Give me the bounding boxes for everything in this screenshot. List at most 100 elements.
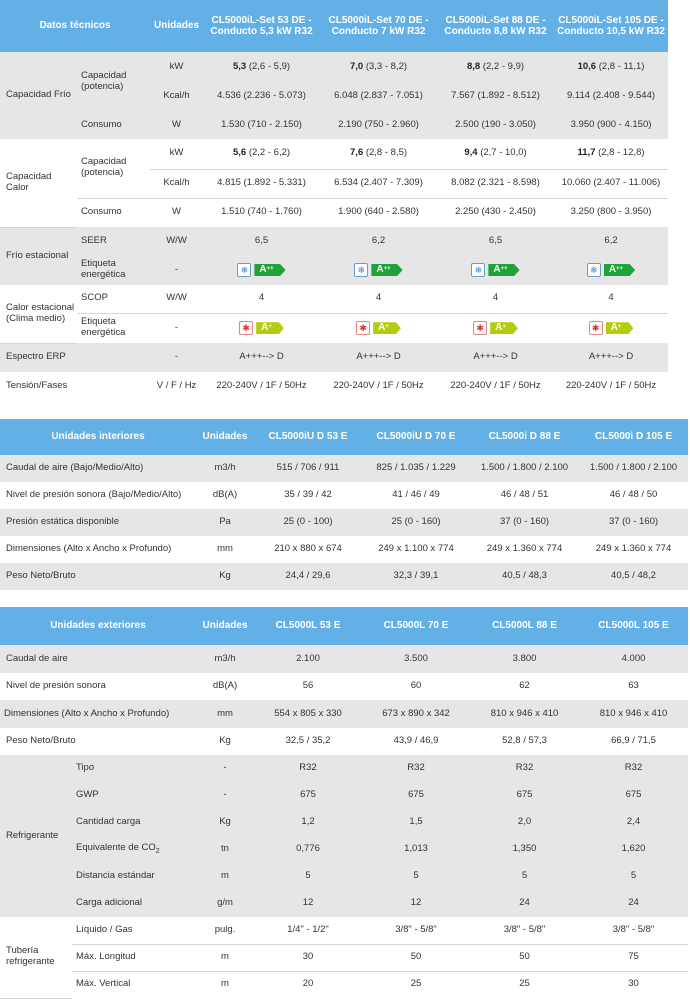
energy-label-cell: ❄ A++ <box>320 255 438 285</box>
table-row: Máx. Longitud m 30 50 50 75 <box>0 944 689 972</box>
value-cell: 2.100 <box>254 645 363 673</box>
value-cell: 1,013 <box>362 836 471 863</box>
value-cell: 515 / 706 / 911 <box>254 455 362 482</box>
value-cell: 810 x 946 x 410 <box>470 700 580 728</box>
snowflake-fan-icon: ❄ <box>586 263 601 277</box>
unit-cell: tn <box>196 836 255 863</box>
value-cell: 7,0 (3,3 - 8,2) <box>320 52 438 82</box>
table-row: Consumo W 1.530 (710 - 2.150) 2.190 (750… <box>0 111 669 139</box>
value-cell: 12 <box>254 890 363 917</box>
table-row: Equivalente de CO2 tn 0,776 1,013 1,350 … <box>0 836 689 863</box>
group-label: Tubería refrigerante <box>0 917 72 999</box>
value-cell: 2,4 <box>579 809 689 836</box>
value-cell: 5,6 (2,2 - 6,2) <box>203 139 321 170</box>
unit-cell: - <box>150 255 204 285</box>
value-cell: 675 <box>470 782 580 809</box>
group-label: Capacidad Frío <box>0 52 77 139</box>
value-cell: 4 <box>437 285 555 314</box>
header-cell: CL5000iL-Set 53 DE - Conducto 5,3 kW R32 <box>203 0 321 52</box>
row-label: Caudal de aire <box>0 645 197 673</box>
value-cell: 220-240V / 1F / 50Hz <box>320 372 438 401</box>
table-row: Caudal de aire (Bajo/Medio/Alto) m3/h 51… <box>0 455 688 482</box>
value-cell: 56 <box>254 673 363 700</box>
row-label: Peso Neto/Bruto <box>0 728 197 755</box>
value-cell: 30 <box>579 971 689 998</box>
row-label: Etiqueta energética <box>77 255 151 285</box>
value-cell: R32 <box>470 755 580 782</box>
value-cell: 0,776 <box>254 836 363 863</box>
value-cell: 6.534 (2.407 - 7.309) <box>320 169 438 199</box>
unit-cell: g/m <box>196 890 255 917</box>
value-cell: 1.530 (710 - 2.150) <box>203 111 321 139</box>
energy-label-cell: ✱ A+ <box>437 313 555 343</box>
value-cell: 60 <box>362 673 471 700</box>
value-cell: 4 <box>554 285 669 314</box>
outdoor-units-table: Unidades exteriores Unidades CL5000L 53 … <box>0 607 689 999</box>
unit-cell: - <box>196 755 255 782</box>
value-cell: 675 <box>579 782 689 809</box>
value-cell: 37 (0 - 160) <box>470 509 579 536</box>
value-cell: A+++--> D <box>437 343 555 372</box>
row-label: GWP <box>72 782 197 809</box>
sun-fan-icon: ✱ <box>473 321 488 336</box>
unit-cell: mm <box>196 700 255 728</box>
value-cell: 4 <box>203 285 321 314</box>
value-cell: 3/8" - 5/8" <box>362 917 471 945</box>
value-cell: 220-240V / 1F / 50Hz <box>437 372 555 401</box>
table-row: Espectro ERP - A+++--> D A+++--> D A+++-… <box>0 343 669 372</box>
unit-cell: pulg. <box>196 917 255 945</box>
energy-label-cell: ✱ A+ <box>203 313 321 343</box>
row-label: Consumo <box>77 111 151 139</box>
table-header: Datos técnicos Unidades CL5000iL-Set 53 … <box>0 0 669 52</box>
value-cell: 46 / 48 / 50 <box>579 482 688 509</box>
header-cell: CL5000i D 88 E <box>470 419 579 455</box>
unit-cell: W <box>150 198 204 227</box>
table-row: Distancia estándar m 5 5 5 5 <box>0 863 689 890</box>
table-row: Tubería refrigerante Líquido / Gas pulg.… <box>0 917 689 999</box>
value-cell: 675 <box>254 782 363 809</box>
row-label: SEER <box>77 227 151 255</box>
row-label: Equivalente de CO2 <box>72 836 197 863</box>
value-cell: 50 <box>362 944 471 972</box>
value-cell: 20 <box>254 971 363 998</box>
value-cell: 75 <box>579 944 689 972</box>
value-cell: 3/8" - 5/8" <box>579 917 689 945</box>
unit-cell: W <box>150 111 204 139</box>
row-label: Nivel de presión sonora (Bajo/Medio/Alto… <box>0 482 196 509</box>
row-label: Máx. Longitud <box>72 944 197 972</box>
value-cell: 25 (0 - 100) <box>254 509 362 536</box>
table-row: Máx. Vertical m 20 25 25 30 <box>0 971 689 998</box>
value-cell: 8,8 (2,2 - 9,9) <box>437 52 555 82</box>
unit-cell: m3/h <box>196 455 254 482</box>
value-cell: 6,2 <box>320 227 438 255</box>
snowflake-fan-icon: ❄ <box>471 263 486 277</box>
energy-class-arrow: A++ <box>603 264 636 276</box>
header-cell: CL5000L 70 E <box>362 607 471 645</box>
energy-class-arrow: A++ <box>254 264 286 276</box>
value-cell: 5 <box>254 863 363 890</box>
value-cell: 1,350 <box>470 836 580 863</box>
table-header: Unidades exteriores Unidades CL5000L 53 … <box>0 607 689 645</box>
energy-class-arrow: A+ <box>605 322 634 335</box>
row-label: SCOP <box>77 285 151 314</box>
value-cell: 3/8" - 5/8" <box>470 917 580 945</box>
value-cell: 30 <box>254 944 363 972</box>
value-cell: 6,5 <box>203 227 321 255</box>
value-cell: 9,4 (2,7 - 10,0) <box>437 139 555 170</box>
sun-fan-icon: ✱ <box>239 321 254 336</box>
unit-cell: - <box>196 782 255 809</box>
unit-cell: m <box>196 944 255 972</box>
value-cell: 3.500 <box>362 645 471 673</box>
row-label: Caudal de aire (Bajo/Medio/Alto) <box>0 455 196 482</box>
table-row: Peso Neto/Bruto Kg 24,4 / 29,6 32,3 / 39… <box>0 563 688 590</box>
row-label: Cantidad carga <box>72 809 197 836</box>
unit-cell: Kg <box>196 728 255 755</box>
table-row: Tensión/Fases V / F / Hz 220-240V / 1F /… <box>0 372 669 401</box>
unit-cell: Kg <box>196 809 255 836</box>
row-label: Peso Neto/Bruto <box>0 563 196 590</box>
value-cell: 6,2 <box>554 227 669 255</box>
value-cell: 3.950 (900 - 4.150) <box>554 111 669 139</box>
value-cell: 9.114 (2.408 - 9.544) <box>554 82 669 111</box>
energy-label-cell: ❄ A++ <box>203 255 321 285</box>
value-cell: 210 x 880 x 674 <box>254 536 362 563</box>
